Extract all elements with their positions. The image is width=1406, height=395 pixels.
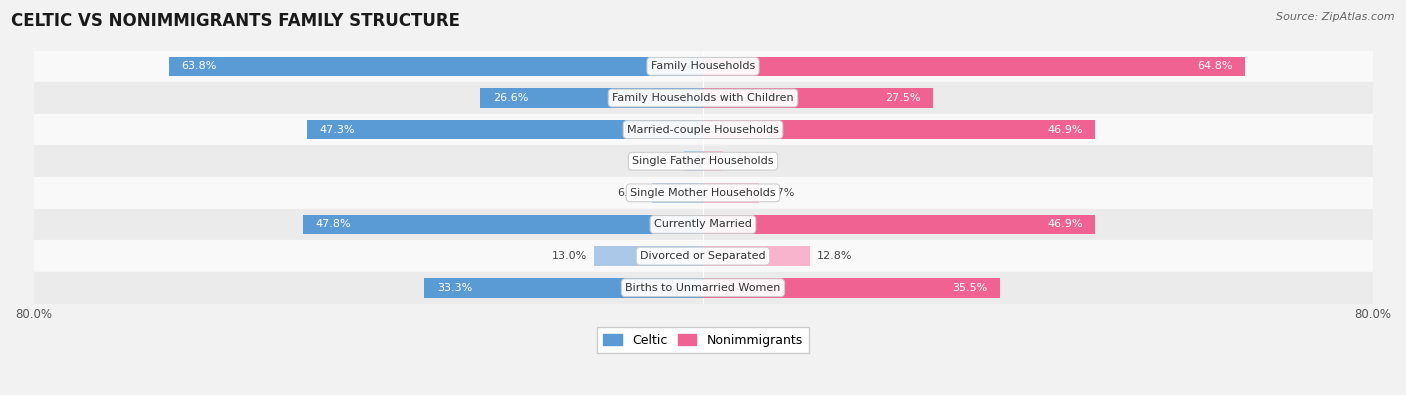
Bar [703, 88, 934, 108]
Bar [34, 209, 1372, 240]
Bar [169, 56, 703, 76]
Text: CELTIC VS NONIMMIGRANTS FAMILY STRUCTURE: CELTIC VS NONIMMIGRANTS FAMILY STRUCTURE [11, 12, 460, 30]
Text: Currently Married: Currently Married [654, 220, 752, 229]
Bar [34, 272, 1372, 303]
Text: 47.3%: 47.3% [319, 124, 356, 135]
Text: 12.8%: 12.8% [817, 251, 852, 261]
Legend: Celtic, Nonimmigrants: Celtic, Nonimmigrants [598, 327, 808, 353]
Text: 26.6%: 26.6% [494, 93, 529, 103]
Text: 13.0%: 13.0% [553, 251, 588, 261]
Text: 46.9%: 46.9% [1047, 124, 1083, 135]
Bar [425, 278, 703, 297]
Bar [307, 120, 703, 139]
Text: 64.8%: 64.8% [1198, 61, 1233, 71]
Text: 35.5%: 35.5% [952, 283, 987, 293]
Text: 63.8%: 63.8% [181, 61, 217, 71]
Text: Births to Unmarried Women: Births to Unmarried Women [626, 283, 780, 293]
Text: Family Households: Family Households [651, 61, 755, 71]
Bar [703, 183, 759, 203]
Text: 6.1%: 6.1% [617, 188, 645, 198]
Text: 47.8%: 47.8% [315, 220, 352, 229]
Bar [703, 56, 1246, 76]
Text: Single Mother Households: Single Mother Households [630, 188, 776, 198]
Text: 46.9%: 46.9% [1047, 220, 1083, 229]
Bar [703, 246, 810, 266]
Bar [481, 88, 703, 108]
Text: Married-couple Households: Married-couple Households [627, 124, 779, 135]
Bar [34, 82, 1372, 114]
Text: Divorced or Separated: Divorced or Separated [640, 251, 766, 261]
Bar [703, 120, 1095, 139]
Bar [34, 177, 1372, 209]
Text: Family Households with Children: Family Households with Children [612, 93, 794, 103]
Bar [34, 145, 1372, 177]
Bar [703, 214, 1095, 234]
Bar [34, 114, 1372, 145]
Text: 2.3%: 2.3% [648, 156, 678, 166]
Bar [302, 214, 703, 234]
Text: Source: ZipAtlas.com: Source: ZipAtlas.com [1277, 12, 1395, 22]
Bar [595, 246, 703, 266]
Bar [652, 183, 703, 203]
Bar [703, 151, 723, 171]
Text: 27.5%: 27.5% [886, 93, 921, 103]
Text: 2.4%: 2.4% [730, 156, 758, 166]
Bar [34, 240, 1372, 272]
Bar [34, 51, 1372, 82]
Text: 6.7%: 6.7% [766, 188, 794, 198]
Text: 33.3%: 33.3% [437, 283, 472, 293]
Bar [683, 151, 703, 171]
Text: Single Father Households: Single Father Households [633, 156, 773, 166]
Bar [703, 278, 1000, 297]
